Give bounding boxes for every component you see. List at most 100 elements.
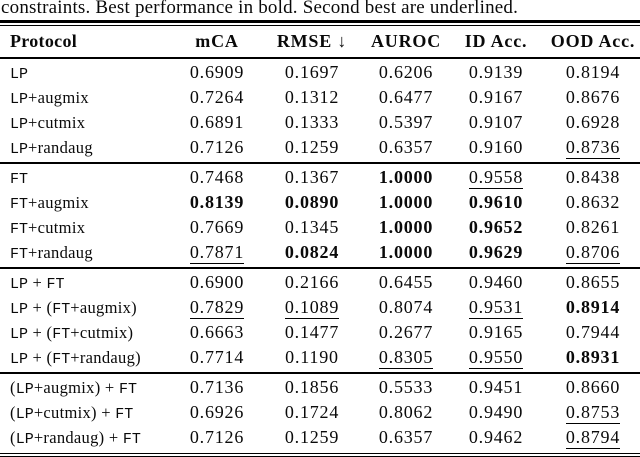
- metric-value: 0.1477: [284, 322, 340, 342]
- metric-value-cell: 0.6455: [366, 272, 446, 293]
- metric-value: 0.8261: [565, 217, 621, 237]
- header-rule: [0, 57, 640, 59]
- table-header-row: Protocol mCA RMSE ↓ AUROC ID Acc. OOD Ac…: [0, 26, 640, 56]
- metric-value-cell: 0.9629: [446, 242, 546, 263]
- protocol-label: LP+cutmix: [10, 112, 86, 133]
- metric-value-cell: 0.9531: [446, 297, 546, 319]
- metric-value: 0.6663: [189, 322, 245, 342]
- table-row: (LP+augmix) + FT 0.7136 0.1856 0.5533 0.945…: [0, 375, 640, 400]
- metric-value-cell: 0.7126: [176, 427, 258, 448]
- protocol-token: FT: [122, 430, 141, 448]
- metric-value: 0.1089: [284, 296, 340, 319]
- protocol-token: FT: [10, 220, 29, 238]
- metric-value-cell: 0.8736: [546, 137, 640, 159]
- metric-value-cell: 0.6909: [176, 62, 258, 83]
- table-row: LP + (FT+augmix) 0.7829 0.1089 0.8074 0.953…: [0, 295, 640, 320]
- metric-value: 0.9139: [468, 62, 524, 82]
- metric-value-cell: 0.6357: [366, 137, 446, 158]
- metric-value-cell: 0.8305: [366, 347, 446, 369]
- metric-value: 0.9531: [468, 296, 524, 319]
- protocol-token: FT: [10, 195, 29, 213]
- metric-value-cell: 0.1190: [258, 347, 366, 368]
- metric-value-cell: 0.8074: [366, 297, 446, 318]
- metric-value: 0.7714: [189, 347, 245, 367]
- metric-value: 0.8655: [565, 272, 621, 292]
- metric-value: 0.1312: [284, 87, 340, 107]
- table-row: LP 0.6909 0.1697 0.6206 0.9139 0.8194: [0, 60, 640, 85]
- metric-value: 0.9160: [468, 137, 524, 157]
- group-separator-rule: [0, 267, 640, 269]
- metric-value-cell: 0.6926: [176, 402, 258, 423]
- column-header-mca: mCA: [195, 30, 239, 51]
- table-body: LP 0.6909 0.1697 0.6206 0.9139 0.8194 LP+aug…: [0, 59, 640, 452]
- protocol-label: (LP+randaug) + FT: [10, 427, 141, 448]
- metric-value-cell: 0.1724: [258, 402, 366, 423]
- table-row: FT 0.7468 0.1367 1.0000 0.9558 0.8438: [0, 165, 640, 190]
- protocol-token: LP: [15, 430, 34, 448]
- protocol-token: LP: [15, 405, 34, 423]
- protocol-token: LP: [10, 115, 29, 133]
- metric-value: 0.1856: [284, 377, 340, 397]
- protocol-label: FT+augmix: [10, 192, 89, 213]
- metric-value-cell: 0.8660: [546, 377, 640, 398]
- metric-value: 0.9107: [468, 112, 524, 132]
- metric-value-cell: 0.9558: [446, 167, 546, 189]
- metric-value: 0.9490: [468, 402, 524, 422]
- metric-value: 0.7669: [189, 217, 245, 237]
- metric-value-cell: 0.8753: [546, 402, 640, 424]
- metric-value-cell: 0.6900: [176, 272, 258, 293]
- metric-value: 0.5533: [378, 377, 434, 397]
- protocol-token: FT: [52, 325, 71, 343]
- table-row: FT+cutmix 0.7669 0.1345 1.0000 0.9652 0.8261: [0, 215, 640, 240]
- table-group: LP 0.6909 0.1697 0.6206 0.9139 0.8194 LP+aug…: [0, 59, 640, 162]
- table-group: LP + FT 0.6900 0.2166 0.6455 0.9460 0.8655 L…: [0, 269, 640, 372]
- protocol-token: LP: [10, 300, 29, 318]
- group-separator-rule: [0, 162, 640, 164]
- metric-value: 0.8794: [565, 426, 621, 449]
- metric-value-cell: 0.6206: [366, 62, 446, 83]
- metric-value-cell: 0.8706: [546, 242, 640, 264]
- protocol-label: LP+augmix: [10, 87, 89, 108]
- protocol-token: LP: [15, 380, 34, 398]
- table-row: LP+randaug 0.7126 0.1259 0.6357 0.9160 0.873…: [0, 135, 640, 160]
- metric-value-cell: 0.6891: [176, 112, 258, 133]
- metric-value: 0.1259: [284, 427, 340, 447]
- metric-value: 0.8194: [565, 62, 621, 82]
- metric-value-cell: 0.6357: [366, 427, 446, 448]
- metric-value-cell: 0.6477: [366, 87, 446, 108]
- table-row: (LP+randaug) + FT 0.7126 0.1259 0.6357 0.94…: [0, 425, 640, 450]
- column-header-protocol: Protocol: [10, 30, 78, 51]
- metric-value: 0.8931: [565, 347, 621, 367]
- metric-value-cell: 0.9460: [446, 272, 546, 293]
- metric-value-cell: 0.1259: [258, 137, 366, 158]
- metric-value: 0.1333: [284, 112, 340, 132]
- metric-value-cell: 0.7126: [176, 137, 258, 158]
- table-row: FT+augmix 0.8139 0.0890 1.0000 0.9610 0.8632: [0, 190, 640, 215]
- metric-value-cell: 0.9160: [446, 137, 546, 158]
- bottom-rule: [0, 453, 640, 457]
- protocol-label: LP + (FT+cutmix): [10, 322, 134, 343]
- metric-value: 0.8632: [565, 192, 621, 212]
- protocol-token: LP: [10, 65, 29, 83]
- protocol-token: FT: [115, 405, 134, 423]
- metric-value: 0.9165: [468, 322, 524, 342]
- table-row: LP + FT 0.6900 0.2166 0.6455 0.9460 0.8655: [0, 270, 640, 295]
- metric-value: 1.0000: [378, 192, 434, 212]
- metric-value-cell: 0.6928: [546, 112, 640, 133]
- column-header-id-acc: ID Acc.: [464, 30, 528, 51]
- metric-value: 0.9167: [468, 87, 524, 107]
- metric-value-cell: 0.7136: [176, 377, 258, 398]
- protocol-token: LP: [10, 350, 29, 368]
- metric-value: 0.1345: [284, 217, 340, 237]
- metric-value: 0.8074: [378, 297, 434, 317]
- metric-value-cell: 0.8794: [546, 427, 640, 449]
- table-row: LP+augmix 0.7264 0.1312 0.6477 0.9167 0.8676: [0, 85, 640, 110]
- protocol-token: LP: [10, 325, 29, 343]
- metric-value-cell: 0.8655: [546, 272, 640, 293]
- metric-value-cell: 1.0000: [366, 192, 446, 213]
- metric-value: 0.7126: [189, 427, 245, 447]
- metric-value-cell: 0.9451: [446, 377, 546, 398]
- metric-value-cell: 0.9550: [446, 347, 546, 369]
- metric-value: 0.8706: [565, 241, 621, 264]
- metric-value-cell: 0.8931: [546, 347, 640, 368]
